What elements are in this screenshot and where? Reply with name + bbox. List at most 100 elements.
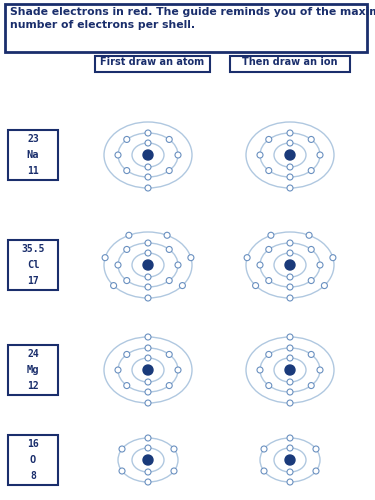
Circle shape [171,468,177,474]
Circle shape [287,469,293,475]
Circle shape [287,174,293,180]
Circle shape [145,379,151,385]
Text: 8: 8 [30,471,36,481]
Text: O: O [30,455,36,465]
Circle shape [164,232,170,238]
Circle shape [253,282,259,288]
Circle shape [145,185,151,191]
Circle shape [102,254,108,260]
Circle shape [175,262,181,268]
FancyBboxPatch shape [8,130,58,180]
Circle shape [145,174,151,180]
Circle shape [287,130,293,136]
Circle shape [287,355,293,361]
Circle shape [287,185,293,191]
FancyBboxPatch shape [95,56,210,72]
Circle shape [124,168,130,173]
Circle shape [175,152,181,158]
Circle shape [287,250,293,256]
Circle shape [317,152,323,158]
Circle shape [266,168,272,173]
Circle shape [287,274,293,280]
Text: 17: 17 [27,276,39,286]
Circle shape [119,446,125,452]
Circle shape [266,352,272,358]
Circle shape [145,295,151,301]
Circle shape [124,352,130,358]
Circle shape [143,260,153,270]
Circle shape [261,446,267,452]
Circle shape [266,278,272,283]
Circle shape [119,468,125,474]
Circle shape [313,446,319,452]
Circle shape [317,367,323,373]
Circle shape [115,152,121,158]
Circle shape [261,468,267,474]
Circle shape [308,382,314,388]
Circle shape [166,136,172,142]
Circle shape [330,254,336,260]
Circle shape [166,382,172,388]
Circle shape [145,469,151,475]
Circle shape [179,282,185,288]
Circle shape [257,367,263,373]
Text: 11: 11 [27,166,39,176]
Circle shape [313,468,319,474]
Text: 12: 12 [27,381,39,391]
FancyBboxPatch shape [8,435,58,485]
Circle shape [287,479,293,485]
Circle shape [145,334,151,340]
Circle shape [306,232,312,238]
Text: Shade electrons in red. The guide reminds you of the maximum
number of electrons: Shade electrons in red. The guide remind… [10,7,375,30]
Circle shape [143,455,153,465]
Circle shape [287,164,293,170]
Circle shape [266,136,272,142]
Circle shape [175,367,181,373]
Circle shape [124,136,130,142]
Circle shape [145,389,151,395]
Text: 16: 16 [27,439,39,449]
Circle shape [268,232,274,238]
Circle shape [287,389,293,395]
Circle shape [266,246,272,252]
Circle shape [287,345,293,351]
Circle shape [111,282,117,288]
Circle shape [115,367,121,373]
Circle shape [145,250,151,256]
Circle shape [244,254,250,260]
Circle shape [287,379,293,385]
Text: 35.5: 35.5 [21,244,45,254]
Circle shape [308,168,314,173]
Circle shape [308,136,314,142]
Circle shape [145,240,151,246]
Circle shape [166,246,172,252]
Circle shape [287,284,293,290]
Circle shape [285,150,295,160]
FancyBboxPatch shape [8,240,58,290]
Circle shape [124,278,130,283]
Text: 23: 23 [27,134,39,144]
Circle shape [124,246,130,252]
Circle shape [317,262,323,268]
Circle shape [145,355,151,361]
Circle shape [145,400,151,406]
Circle shape [287,445,293,451]
Circle shape [287,295,293,301]
Text: First draw an atom: First draw an atom [100,57,204,67]
Circle shape [145,435,151,441]
Circle shape [257,262,263,268]
Text: Na: Na [27,150,39,160]
FancyBboxPatch shape [230,56,350,72]
Circle shape [145,274,151,280]
Circle shape [287,400,293,406]
Circle shape [143,365,153,375]
Circle shape [308,278,314,283]
FancyBboxPatch shape [8,345,58,395]
Circle shape [166,168,172,173]
Circle shape [145,284,151,290]
Text: 24: 24 [27,349,39,359]
Circle shape [166,278,172,283]
Text: Cl: Cl [27,260,39,270]
Circle shape [115,262,121,268]
Circle shape [287,435,293,441]
